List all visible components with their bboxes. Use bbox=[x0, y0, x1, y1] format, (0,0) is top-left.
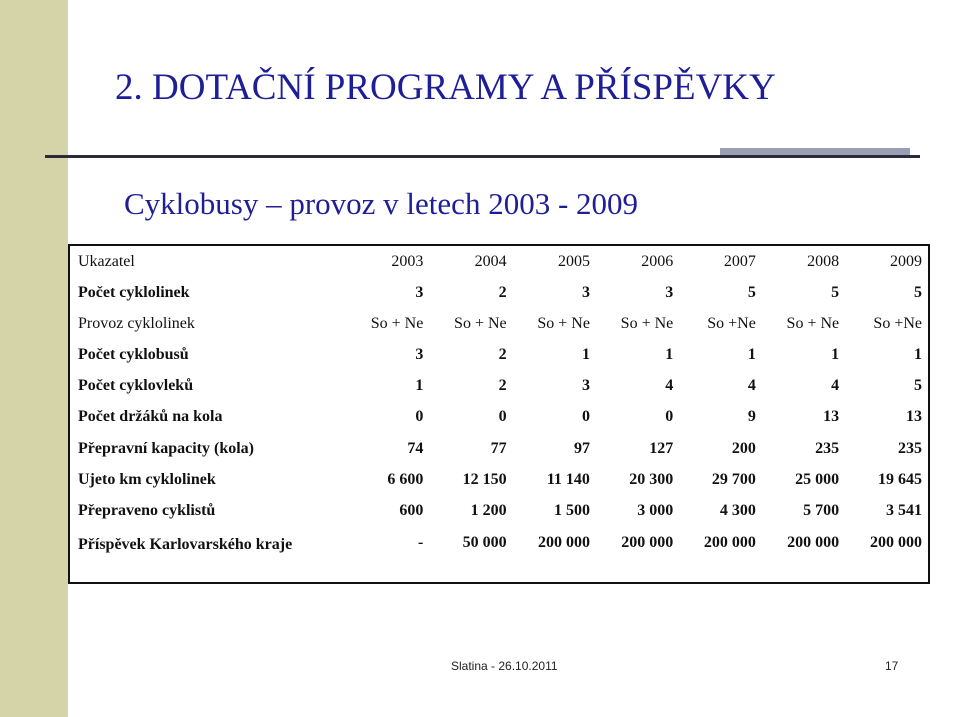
table-row: Počet držáků na kola 0 0 0 0 9 13 13 bbox=[69, 402, 929, 433]
table-cell: 200 bbox=[731, 439, 756, 457]
table-row: Ujeto km cyklolinek 6 600 12 150 11 140 … bbox=[69, 464, 929, 495]
row-label: Počet držáků na kola bbox=[78, 408, 223, 426]
row-label: Počet cyklobusů bbox=[78, 346, 189, 364]
row-label: Příspěvek Karlovarského kraje bbox=[78, 535, 293, 553]
table-row: Počet cyklolinek 3 2 3 3 5 5 5 bbox=[69, 277, 929, 308]
title-rule bbox=[45, 155, 920, 158]
table-cell: 235 bbox=[898, 439, 922, 457]
side-band bbox=[0, 0, 68, 717]
table-cell: 5 700 bbox=[803, 501, 840, 519]
table-cell: 11 140 bbox=[546, 470, 590, 488]
table-header-row: Ukazatel 2003 2004 2005 2006 2007 2008 2… bbox=[69, 245, 929, 277]
table-cell: 4 bbox=[831, 377, 840, 395]
table-cell: 5 bbox=[914, 377, 922, 395]
table-cell: 19 645 bbox=[878, 470, 922, 488]
table-cell: So + Ne bbox=[370, 314, 424, 332]
table-cell: 2 bbox=[498, 283, 507, 301]
table-cell: 4 bbox=[747, 377, 756, 395]
row-label: Přepravní kapacity (kola) bbox=[78, 439, 254, 457]
table-cell: 3 bbox=[415, 283, 424, 301]
table-cell: So + Ne bbox=[620, 314, 674, 332]
data-table: Ukazatel 2003 2004 2005 2006 2007 2008 2… bbox=[68, 244, 930, 584]
table-row: Počet cyklovleků 1 2 3 4 4 4 5 bbox=[69, 371, 929, 402]
row-label: Ujeto km cyklolinek bbox=[78, 470, 216, 488]
row-label: Provoz cyklolinek bbox=[78, 314, 195, 332]
table-cell: So +Ne bbox=[873, 314, 922, 332]
table-row: Přepraveno cyklistů 600 1 200 1 500 3 00… bbox=[69, 495, 929, 526]
table-cell: 200 000 bbox=[787, 533, 840, 551]
accent-bar bbox=[720, 148, 910, 158]
table-cell: 5 bbox=[747, 283, 756, 301]
table-cell: 3 bbox=[415, 346, 424, 364]
header-cell: 2007 bbox=[723, 252, 756, 270]
table-cell: So + Ne bbox=[537, 314, 590, 332]
table-cell: 3 bbox=[665, 283, 674, 301]
table-cell: 0 bbox=[498, 408, 507, 426]
header-cell: 2009 bbox=[890, 252, 922, 270]
table-cell: So + Ne bbox=[786, 314, 840, 332]
table-cell: 3 000 bbox=[637, 501, 674, 519]
table-cell: 1 bbox=[581, 346, 590, 364]
table-cell: 50 000 bbox=[462, 533, 507, 551]
table-cell: 1 bbox=[665, 346, 674, 364]
table-cell: 77 bbox=[490, 439, 507, 457]
header-cell: 2004 bbox=[474, 252, 507, 270]
table-cell: 600 bbox=[399, 501, 424, 519]
table-cell: 0 bbox=[665, 408, 674, 426]
table-cell: 97 bbox=[573, 439, 590, 457]
table-cell: 5 bbox=[914, 283, 922, 301]
header-cell: Ukazatel bbox=[78, 252, 135, 270]
table-cell: 235 bbox=[815, 439, 840, 457]
header-cell: 2003 bbox=[391, 252, 424, 270]
slide-subtitle: Cyklobusy – provoz v letech 2003 - 2009 bbox=[124, 186, 639, 221]
row-label: Počet cyklovleků bbox=[78, 377, 194, 395]
table-cell: 2 bbox=[498, 377, 507, 395]
table-cell: 9 bbox=[747, 408, 756, 426]
table-cell: 13 bbox=[906, 408, 922, 426]
table-cell: 1 500 bbox=[553, 501, 590, 519]
table-row: Příspěvek Karlovarského kraje - 50 000 2… bbox=[69, 527, 929, 583]
table-cell: 20 300 bbox=[629, 470, 674, 488]
page-number: 17 bbox=[885, 659, 899, 673]
header-cell: 2008 bbox=[807, 252, 840, 270]
header-cell: 2006 bbox=[641, 252, 674, 270]
table-cell: 25 000 bbox=[795, 470, 840, 488]
table-cell: 1 bbox=[831, 346, 840, 364]
table-row: Provoz cyklolinek So + Ne So + Ne So + N… bbox=[69, 308, 929, 339]
table-cell: 200 000 bbox=[537, 533, 590, 551]
table-cell: 1 200 bbox=[470, 501, 507, 519]
row-label: Přepraveno cyklistů bbox=[78, 501, 216, 519]
table-cell: 5 bbox=[831, 283, 840, 301]
table-cell: - bbox=[417, 533, 424, 551]
table-cell: 200 000 bbox=[703, 533, 756, 551]
table-cell: 3 bbox=[581, 377, 590, 395]
table-cell: 200 000 bbox=[870, 533, 922, 551]
table-cell: 29 700 bbox=[711, 470, 756, 488]
table-cell: 6 600 bbox=[387, 470, 424, 488]
table-cell: 3 541 bbox=[886, 501, 922, 519]
table-cell: 74 bbox=[407, 439, 424, 457]
table-cell: 4 300 bbox=[719, 501, 756, 519]
table-cell: 13 bbox=[823, 408, 840, 426]
table-cell: 3 bbox=[581, 283, 590, 301]
table-cell: 200 000 bbox=[621, 533, 674, 551]
table-cell: 2 bbox=[498, 346, 507, 364]
table-cell: 1 bbox=[415, 377, 424, 395]
table-cell: 4 bbox=[665, 377, 674, 395]
slide-title: 2. DOTAČNÍ PROGRAMY A PŘÍSPĚVKY bbox=[115, 67, 776, 108]
table-row: Počet cyklobusů 3 2 1 1 1 1 1 bbox=[69, 340, 929, 371]
table-cell: 1 bbox=[914, 346, 922, 364]
table-row: Přepravní kapacity (kola) 74 77 97 127 2… bbox=[69, 433, 929, 464]
table-cell: 0 bbox=[415, 408, 424, 426]
footer-text: Slatina - 26.10.2011 bbox=[451, 659, 558, 673]
table-cell: 0 bbox=[581, 408, 590, 426]
table-cell: So +Ne bbox=[707, 314, 756, 332]
header-cell: 2005 bbox=[557, 252, 590, 270]
table-cell: So + Ne bbox=[454, 314, 507, 332]
table-cell: 127 bbox=[649, 439, 674, 457]
table-cell: 12 150 bbox=[462, 470, 507, 488]
row-label: Počet cyklolinek bbox=[78, 283, 190, 301]
table-cell: 1 bbox=[747, 346, 756, 364]
